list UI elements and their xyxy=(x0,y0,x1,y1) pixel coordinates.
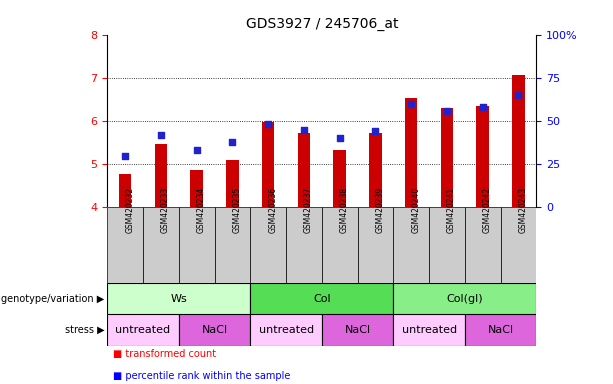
FancyBboxPatch shape xyxy=(394,314,465,346)
Text: ■ transformed count: ■ transformed count xyxy=(113,349,216,359)
Text: GSM420243: GSM420243 xyxy=(519,187,528,233)
Text: GSM420238: GSM420238 xyxy=(340,187,349,233)
Bar xyxy=(154,144,167,207)
Bar xyxy=(369,133,382,207)
Title: GDS3927 / 245706_at: GDS3927 / 245706_at xyxy=(246,17,398,31)
Point xyxy=(156,132,166,138)
FancyBboxPatch shape xyxy=(179,314,250,346)
Bar xyxy=(262,122,275,207)
Text: Col: Col xyxy=(313,294,330,304)
FancyBboxPatch shape xyxy=(357,207,394,283)
FancyBboxPatch shape xyxy=(429,207,465,283)
Text: GSM420237: GSM420237 xyxy=(304,187,313,233)
Point xyxy=(335,135,345,141)
Text: untreated: untreated xyxy=(402,325,457,335)
Point xyxy=(370,128,380,134)
Text: GSM420234: GSM420234 xyxy=(197,187,206,233)
FancyBboxPatch shape xyxy=(250,314,322,346)
Text: GSM420232: GSM420232 xyxy=(125,187,134,233)
FancyBboxPatch shape xyxy=(107,314,179,346)
Point xyxy=(192,147,202,153)
Text: GSM420241: GSM420241 xyxy=(447,187,456,233)
Text: stress ▶: stress ▶ xyxy=(64,325,104,335)
Point xyxy=(264,121,273,127)
Point xyxy=(478,104,488,110)
Text: GSM420233: GSM420233 xyxy=(161,187,170,233)
FancyBboxPatch shape xyxy=(465,207,501,283)
Bar xyxy=(405,98,417,207)
FancyBboxPatch shape xyxy=(286,207,322,283)
Text: GSM420242: GSM420242 xyxy=(483,187,492,233)
Text: GSM420239: GSM420239 xyxy=(375,187,384,233)
FancyBboxPatch shape xyxy=(501,207,536,283)
Bar xyxy=(298,132,310,207)
Text: Col(gl): Col(gl) xyxy=(446,294,483,304)
Bar xyxy=(441,108,453,207)
Text: GSM420240: GSM420240 xyxy=(411,187,421,233)
Text: ■ percentile rank within the sample: ■ percentile rank within the sample xyxy=(113,371,291,381)
Text: NaCl: NaCl xyxy=(345,325,371,335)
FancyBboxPatch shape xyxy=(107,207,143,283)
Text: untreated: untreated xyxy=(259,325,314,335)
FancyBboxPatch shape xyxy=(394,207,429,283)
FancyBboxPatch shape xyxy=(179,207,215,283)
Bar xyxy=(476,106,489,207)
FancyBboxPatch shape xyxy=(465,314,536,346)
FancyBboxPatch shape xyxy=(322,314,394,346)
Text: NaCl: NaCl xyxy=(487,325,514,335)
Text: NaCl: NaCl xyxy=(202,325,227,335)
Point xyxy=(299,126,309,132)
Text: GSM420236: GSM420236 xyxy=(268,187,277,233)
FancyBboxPatch shape xyxy=(107,283,250,314)
Bar xyxy=(191,170,203,207)
Bar xyxy=(512,75,525,207)
Point xyxy=(406,101,416,107)
Point xyxy=(442,108,452,114)
FancyBboxPatch shape xyxy=(250,207,286,283)
FancyBboxPatch shape xyxy=(143,207,179,283)
Bar xyxy=(226,160,238,207)
Text: Ws: Ws xyxy=(170,294,187,304)
Point xyxy=(120,152,130,159)
FancyBboxPatch shape xyxy=(250,283,394,314)
Point xyxy=(227,139,237,145)
Text: GSM420235: GSM420235 xyxy=(232,187,242,233)
FancyBboxPatch shape xyxy=(322,207,357,283)
FancyBboxPatch shape xyxy=(394,283,536,314)
Bar xyxy=(119,174,131,207)
Point xyxy=(514,92,524,98)
Bar xyxy=(333,150,346,207)
Text: untreated: untreated xyxy=(115,325,170,335)
Text: genotype/variation ▶: genotype/variation ▶ xyxy=(1,294,104,304)
FancyBboxPatch shape xyxy=(215,207,250,283)
